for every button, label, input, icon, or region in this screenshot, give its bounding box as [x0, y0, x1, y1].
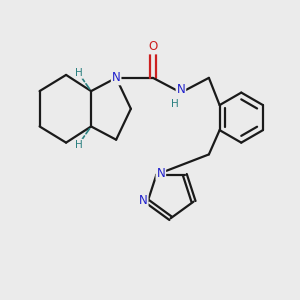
- Text: O: O: [148, 40, 158, 53]
- Text: H: H: [75, 68, 82, 78]
- Text: N: N: [157, 167, 165, 180]
- Text: N: N: [139, 194, 148, 207]
- Text: N: N: [176, 83, 185, 96]
- Text: H: H: [75, 140, 82, 150]
- Text: N: N: [112, 71, 121, 84]
- Text: H: H: [171, 99, 178, 109]
